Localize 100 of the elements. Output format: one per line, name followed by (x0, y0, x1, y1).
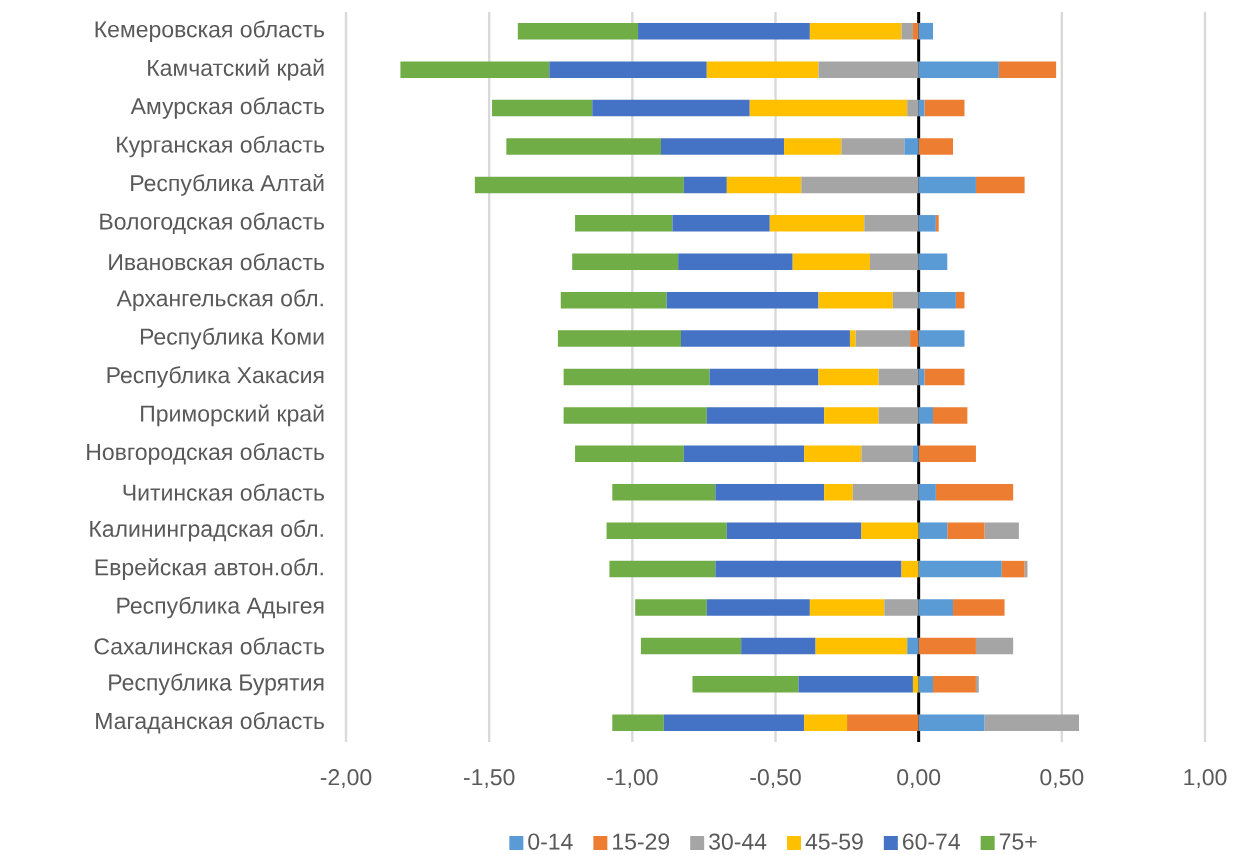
y-tick-label: Архангельская обл. (116, 289, 323, 311)
bar (798, 676, 913, 693)
bar (557, 330, 682, 347)
bar (715, 484, 825, 501)
bar (918, 676, 933, 693)
y-tick-label: Курганская область (117, 135, 325, 158)
bar (918, 61, 999, 78)
x-tick-label: -1,00 (607, 769, 658, 789)
bar (492, 99, 593, 117)
bar (801, 176, 919, 194)
legend-label: 0-14 (528, 833, 573, 850)
bar (852, 484, 919, 501)
bar (953, 599, 1005, 616)
bar (575, 215, 673, 232)
x-tick-label: 0,50 (1040, 769, 1084, 789)
bar (918, 484, 936, 501)
y-tick-label: Кемеровская область (95, 20, 325, 43)
bar (612, 484, 716, 501)
bar (815, 637, 908, 655)
bar (984, 714, 1080, 732)
bar (932, 676, 976, 693)
bar (901, 560, 919, 578)
bar (635, 599, 707, 616)
bar (726, 176, 802, 194)
legend-label: 75+ (999, 833, 1037, 850)
bar (666, 291, 819, 309)
y-tick-label: Читинская область (123, 483, 325, 501)
y-tick-label: Ивановская область (109, 253, 324, 271)
bar (804, 445, 862, 463)
bar (818, 368, 879, 386)
y-tick-label: Республика Коми (140, 327, 324, 350)
bar (609, 560, 716, 578)
bar (918, 637, 976, 655)
bar (563, 407, 707, 424)
bar (809, 22, 902, 40)
y-tick-label: Новгородская область (87, 443, 324, 465)
y-tick-label: Республика Бурятия (109, 673, 324, 696)
bar (975, 676, 979, 693)
y-tick-label: Вологодская область (100, 212, 324, 235)
x-tick-label: -0,50 (750, 769, 801, 789)
legend-label: 15-29 (613, 833, 670, 850)
bar (918, 560, 1002, 578)
bar (918, 330, 965, 347)
bar (861, 522, 919, 539)
x-tick-label: -2,00 (320, 769, 372, 789)
bar (935, 215, 939, 232)
bar (784, 138, 842, 155)
bar (606, 522, 727, 539)
bar (918, 215, 936, 232)
bar (818, 291, 893, 309)
bar (892, 291, 919, 309)
bar (692, 676, 799, 693)
y-tick-label: Камчатский край (148, 58, 324, 81)
bar (912, 22, 919, 40)
bar (861, 445, 913, 463)
bar (998, 61, 1057, 78)
bar (918, 138, 954, 155)
bar (681, 330, 850, 347)
bar (918, 176, 976, 194)
bar (912, 676, 919, 693)
y-tick-label: Сахалинская область (94, 637, 324, 655)
bar (683, 176, 727, 194)
bar (638, 22, 810, 40)
bar (640, 637, 742, 655)
bar (824, 484, 853, 501)
bar (849, 330, 856, 347)
bar (855, 330, 911, 347)
bar (678, 253, 793, 270)
bar (904, 138, 919, 155)
bar (910, 330, 919, 347)
x-tick-label: 0,00 (897, 769, 941, 789)
bar (672, 215, 770, 232)
bar (400, 61, 550, 78)
bar (918, 714, 985, 732)
bar (726, 522, 862, 539)
bar (517, 22, 639, 40)
bar (975, 176, 1025, 194)
bar (560, 291, 667, 309)
bar (924, 99, 965, 117)
bar (592, 99, 750, 117)
legend-label: 45-59 (805, 833, 863, 850)
bar (663, 714, 805, 732)
bar (804, 714, 848, 732)
legend-label: 60-74 (902, 833, 960, 850)
bar (709, 368, 819, 386)
bar (549, 61, 707, 78)
bar (572, 253, 679, 270)
y-tick-label: Республика Хакасия (107, 366, 324, 388)
bar (924, 368, 965, 386)
bar (918, 407, 933, 424)
bar (918, 253, 948, 270)
bar (612, 714, 664, 732)
bar (912, 445, 919, 463)
bar (907, 637, 919, 655)
bar (918, 445, 976, 463)
bar (818, 61, 919, 78)
y-tick-label: Еврейская автон.обл. (95, 558, 323, 581)
bar (563, 368, 710, 386)
bar (864, 215, 919, 232)
x-tick-label: 1,00 (1184, 769, 1227, 789)
